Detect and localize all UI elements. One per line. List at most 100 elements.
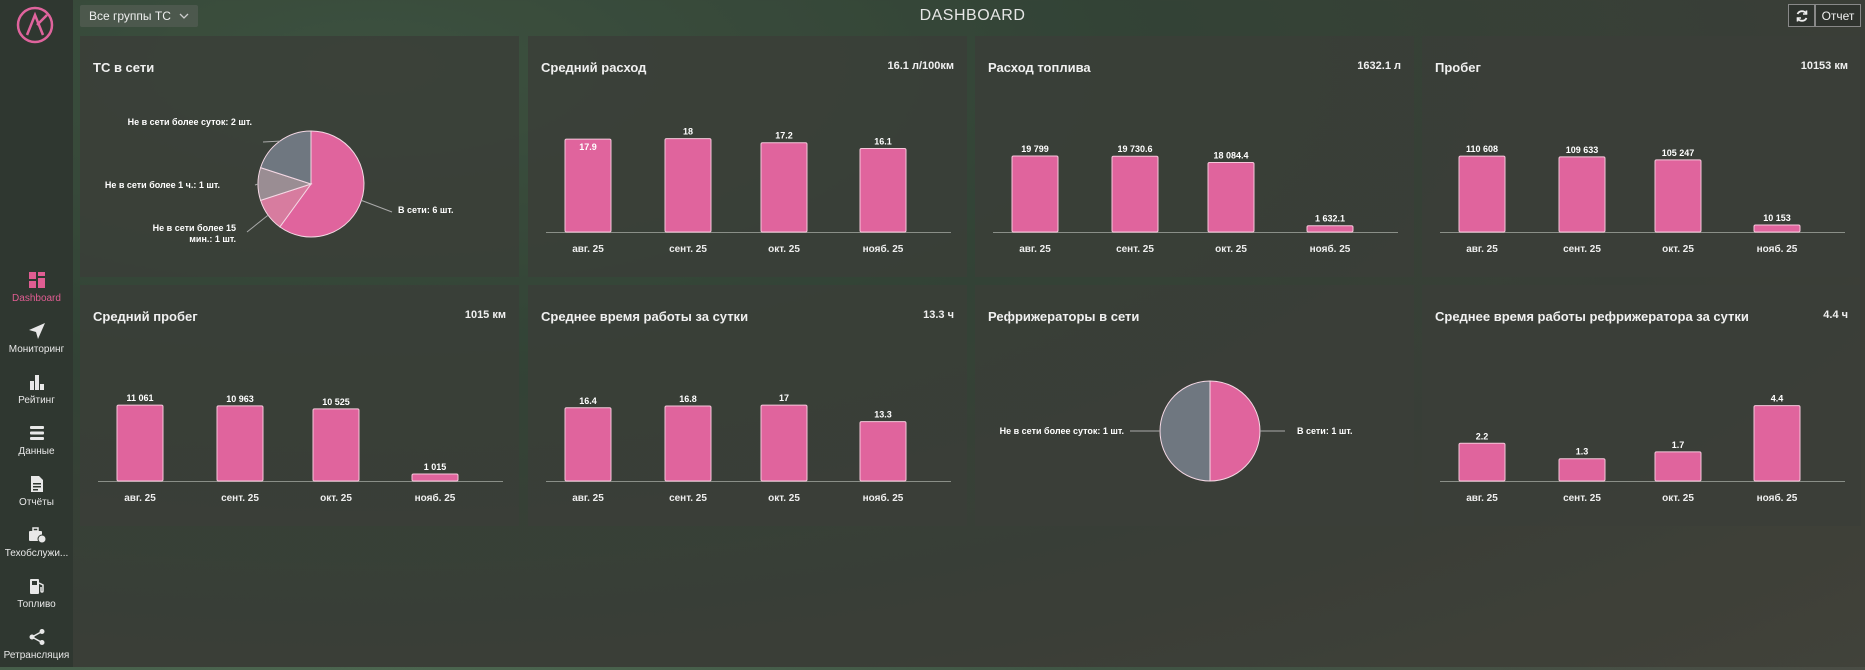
navigation-arrow-icon — [28, 323, 45, 339]
fuel-icon — [29, 579, 44, 594]
data-label: 18 — [683, 127, 693, 137]
vehicle-group-select[interactable]: Все группы ТС — [80, 5, 198, 27]
bar-4 — [859, 147, 907, 233]
x-tick-label: окт. 25 — [1662, 493, 1694, 504]
x-tick-label: авг. 25 — [1466, 244, 1498, 255]
x-tick-label: сент. 25 — [1563, 493, 1601, 504]
sidebar-item-relay[interactable]: Ретрансляция — [0, 619, 73, 670]
maintenance-icon — [28, 527, 46, 544]
data-label: 10 963 — [226, 394, 254, 404]
data-label: 1.3 — [1576, 447, 1589, 457]
report-button[interactable]: Отчет — [1815, 4, 1861, 27]
data-label: 2.2 — [1476, 431, 1489, 441]
data-label: 110 608 — [1466, 144, 1498, 154]
sidebar-nav: Dashboard Мониторинг Рейтинг Данные Отчё… — [0, 262, 73, 670]
bar-chart-icon — [29, 375, 44, 390]
x-tick-label: окт. 25 — [320, 493, 352, 504]
data-label: 4.4 — [1771, 394, 1784, 404]
mileage-bar-chart: 110 608 авг. 25 109 633 сент. 25 105 247 окт.… — [1440, 144, 1845, 255]
card-title: Среднее время работы рефрижератора за су… — [1435, 309, 1749, 324]
x-tick-label: окт. 25 — [768, 244, 800, 255]
bar-3 — [1654, 451, 1702, 482]
x-tick-label: нояб. 25 — [1310, 243, 1351, 255]
card-value: 16.1 л/100км — [887, 60, 954, 72]
pie-label: Не в сети более 15 мин.: 1 шт. — [153, 223, 236, 244]
card-title: Пробег — [1435, 60, 1481, 75]
bar-3 — [1207, 162, 1255, 233]
pie-label: Не в сети более суток: 2 шт. — [128, 117, 252, 127]
pie-label: Не в сети более суток: 1 шт. — [1000, 426, 1124, 436]
card-title: Средний расход — [541, 60, 647, 75]
bar-3 — [312, 408, 360, 482]
card-average-work-time: Среднее время работы за сутки 13.3 ч 16.… — [528, 285, 967, 526]
data-label: 1 632.1 — [1315, 214, 1345, 224]
sidebar-item-dashboard[interactable]: Dashboard — [0, 262, 73, 313]
x-tick-label: сент. 25 — [1563, 244, 1601, 255]
bar-2 — [216, 405, 264, 482]
bar-1 — [1458, 442, 1506, 482]
x-tick-label: окт. 25 — [1215, 244, 1247, 255]
pie-label: В сети: 6 шт. — [398, 205, 453, 215]
sidebar-item-rating[interactable]: Рейтинг — [0, 364, 73, 415]
x-tick-label: авг. 25 — [1466, 493, 1498, 504]
x-tick-label: авг. 25 — [124, 493, 156, 504]
sidebar-item-fuel[interactable]: Топливо — [0, 568, 73, 619]
x-tick-label: сент. 25 — [1116, 244, 1154, 255]
data-label: 17 — [779, 393, 789, 403]
sidebar-item-maintenance[interactable]: Техобслужи... — [0, 517, 73, 568]
pie-label: Не в сети более 1 ч.: 1 шт. — [105, 180, 220, 190]
data-label: 10 525 — [322, 397, 350, 407]
bar-1 — [564, 138, 612, 233]
card-fuel-consumption: Расход топлива 1632.1 л 19 799 авг. 25 19 … — [975, 36, 1414, 277]
sidebar-item-monitoring[interactable]: Мониторинг — [0, 313, 73, 364]
sidebar-item-label: Ретрансляция — [3, 650, 70, 661]
bar-4 — [411, 473, 459, 482]
card-title: Расход топлива — [988, 60, 1091, 75]
bar-2 — [1558, 458, 1606, 482]
pie-slice-4 — [259, 130, 312, 185]
bar-3 — [1654, 159, 1702, 233]
data-label: 16.4 — [579, 396, 597, 406]
data-label: 17.2 — [775, 131, 793, 141]
sidebar-item-reports[interactable]: Отчёты — [0, 466, 73, 517]
bar-3 — [760, 404, 808, 482]
dashboard-icon — [28, 272, 45, 288]
data-label: 18 084.4 — [1213, 151, 1248, 161]
pie-leader-line — [262, 140, 280, 143]
x-tick-label: авг. 25 — [572, 244, 604, 255]
bar-2 — [664, 138, 712, 233]
x-tick-label: сент. 25 — [221, 493, 259, 504]
vehicle-group-select-value: Все группы ТС — [89, 9, 171, 23]
bar-4 — [1306, 225, 1354, 233]
data-label: 16.8 — [679, 394, 697, 404]
pie-label-line: Не в сети более 1 ч.: 1 шт. — [105, 180, 220, 190]
bar-1 — [1458, 155, 1506, 233]
sidebar-item-label: Рейтинг — [18, 395, 55, 406]
bar-2 — [1111, 155, 1159, 233]
data-label: 10 153 — [1763, 213, 1791, 223]
sidebar-item-data[interactable]: Данные — [0, 415, 73, 466]
pie-label-line: Не в сети более суток: 2 шт. — [128, 117, 252, 127]
card-average-consumption: Средний расход 16.1 л/100км 17.9 авг. 25 1… — [528, 36, 967, 277]
average-consumption-bar-chart: 17.9 авг. 25 18 сент. 25 17.2 окт. 25 16.1 нояб… — [546, 127, 951, 255]
x-tick-label: нояб. 25 — [863, 243, 904, 255]
card-value: 13.3 ч — [923, 309, 954, 321]
sidebar-item-label: Отчёты — [19, 497, 54, 508]
card-average-mileage: Средний пробег 1015 км 11 061 авг. 25 10 9… — [80, 285, 519, 526]
share-icon — [29, 629, 44, 645]
card-value: 1632.1 л — [1357, 60, 1401, 72]
refresh-button[interactable] — [1788, 4, 1815, 27]
card-title: Среднее время работы за сутки — [541, 309, 749, 324]
x-tick-label: нояб. 25 — [415, 492, 456, 504]
x-tick-label: окт. 25 — [768, 493, 800, 504]
app-logo-icon[interactable] — [15, 5, 55, 45]
average-mileage-bar-chart: 11 061 авг. 25 10 963 сент. 25 10 525 окт. 25… — [98, 393, 503, 504]
pie-label: В сети: 1 шт. — [1297, 426, 1352, 436]
bar-1 — [564, 407, 612, 482]
card-value: 1015 км — [464, 309, 506, 321]
sidebar: Dashboard Мониторинг Рейтинг Данные Отчё… — [0, 0, 73, 667]
card-vehicles-online: ТС в сети В сети: 6 шт. Не в сети более 1… — [80, 36, 519, 277]
x-tick-label: авг. 25 — [572, 493, 604, 504]
x-tick-label: сент. 25 — [669, 244, 707, 255]
bar-3 — [760, 142, 808, 233]
